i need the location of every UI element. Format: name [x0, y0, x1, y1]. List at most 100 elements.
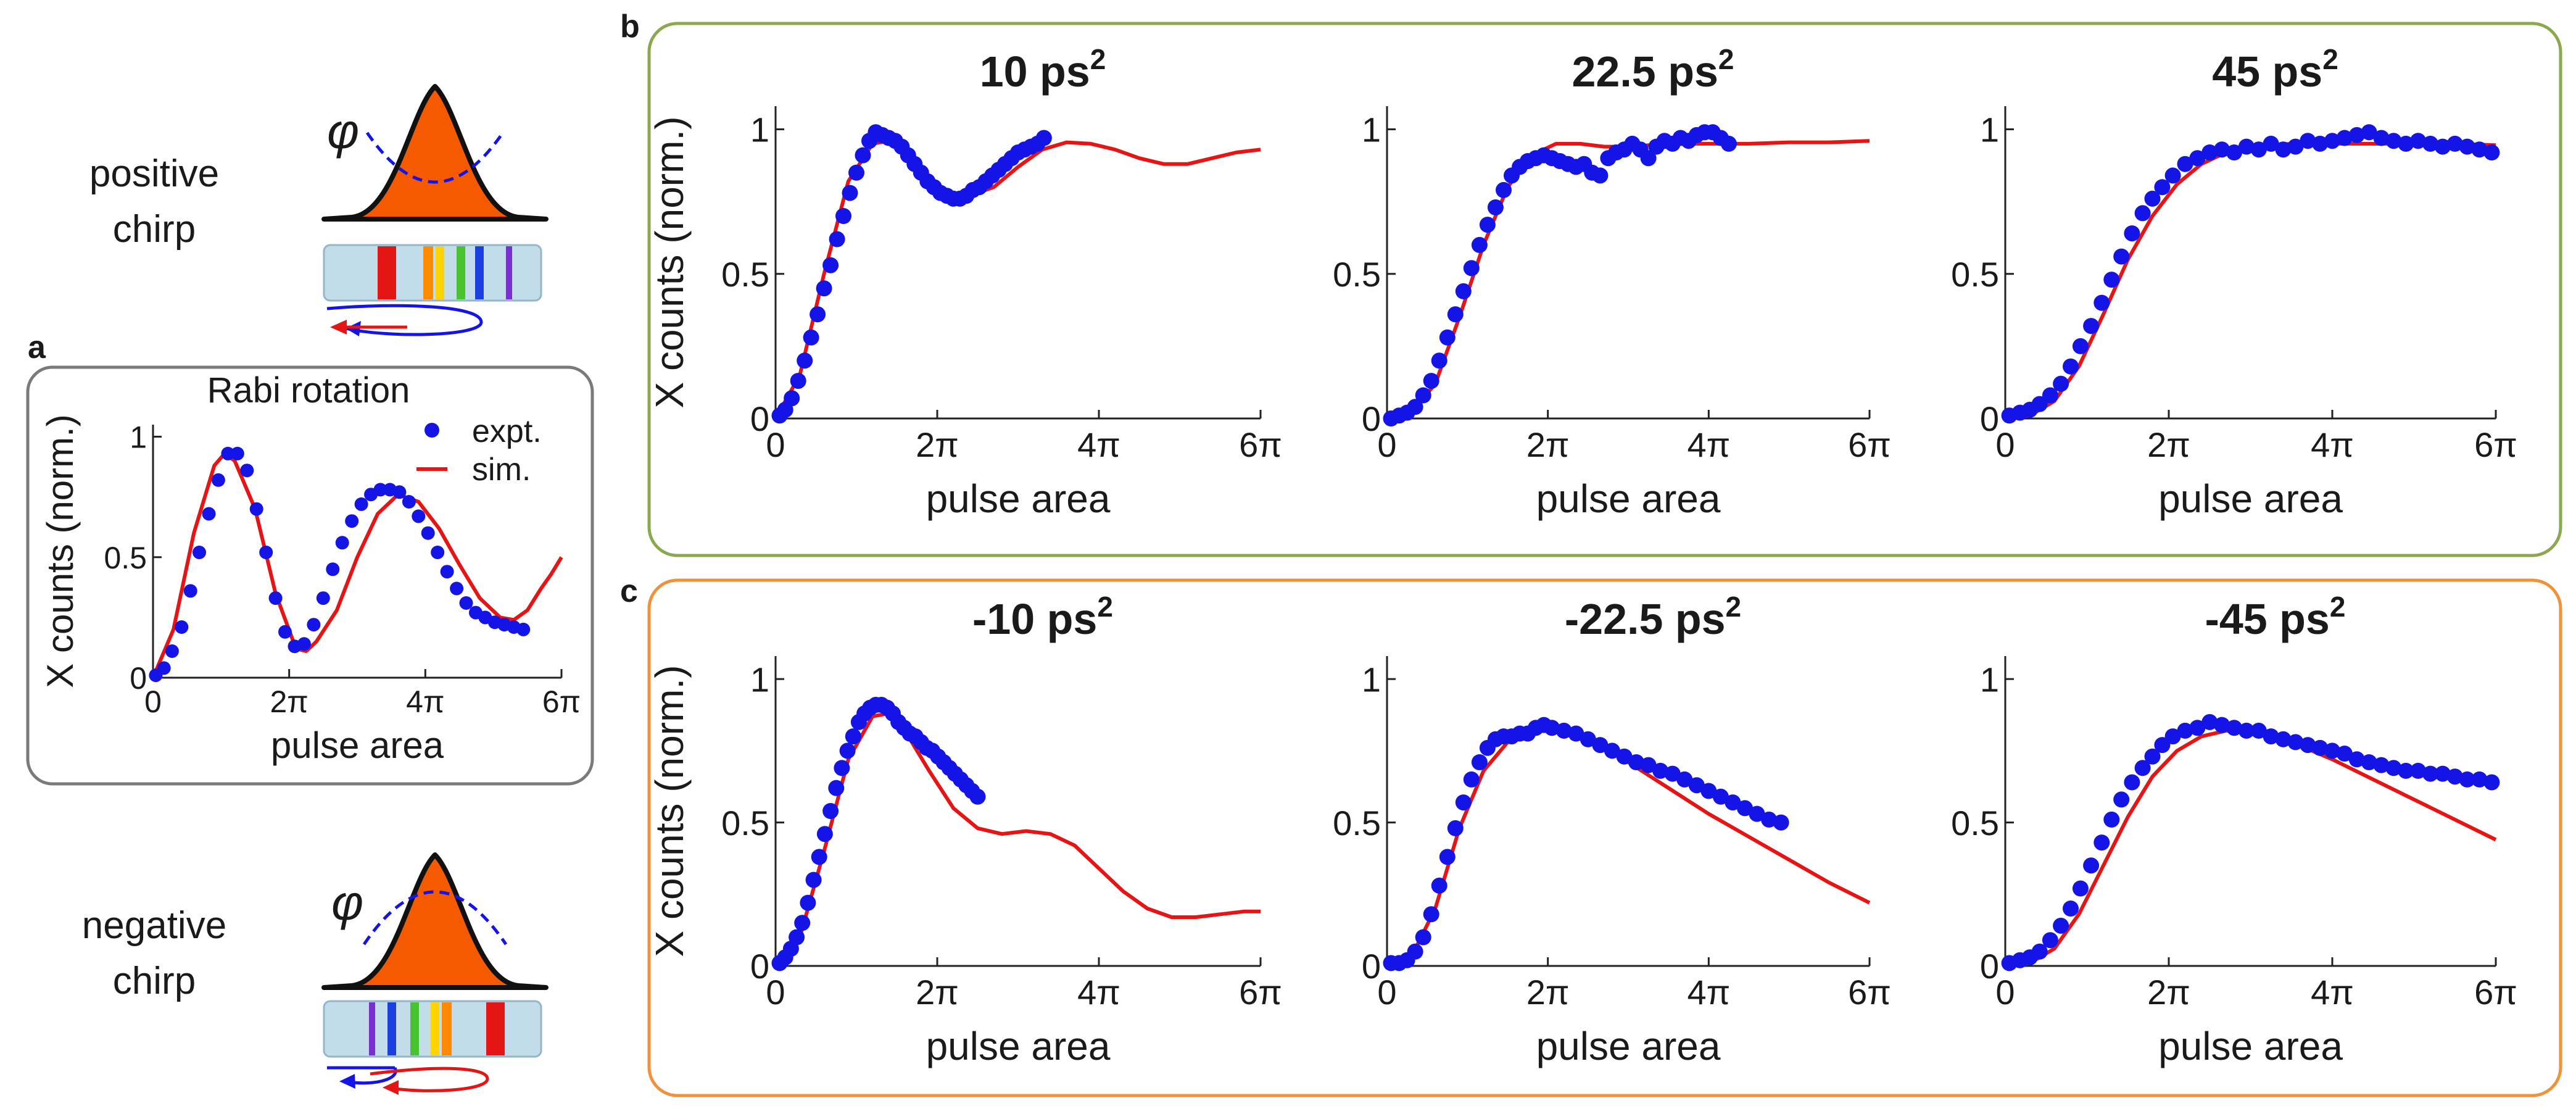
x-tick-label: 4π [406, 684, 444, 719]
sim-series-line [2005, 141, 2496, 420]
expt-data-point [221, 446, 235, 460]
expt-data-point [800, 894, 816, 911]
positive-phi-symbol: φ [327, 104, 359, 159]
x-tick-label: 0 [144, 684, 162, 719]
expt-data-point [230, 446, 244, 460]
expt-data-point [790, 373, 806, 389]
y-tick-label: 1 [750, 110, 769, 149]
expt-data-point [2324, 133, 2340, 149]
chart-title: 10 ps2 [980, 43, 1106, 96]
expt-data-point [421, 526, 435, 540]
positive-stripe-yellow [436, 246, 444, 299]
x-tick-label: 0 [1995, 425, 2015, 464]
frame-panel-c [647, 578, 2562, 1097]
expt-data-point [1471, 236, 1488, 253]
expt-data-point [157, 661, 171, 675]
expt-data-point [810, 306, 826, 323]
expt-data-point [240, 464, 254, 478]
expt-data-point [2154, 737, 2171, 754]
expt-data-point [2336, 746, 2353, 762]
chart-title: 45 ps2 [2212, 43, 2338, 96]
expt-data-point [2422, 135, 2438, 152]
expt-data-point [1725, 794, 1741, 811]
expt-data-point [1616, 748, 1633, 765]
x-tick-label: 4π [2311, 973, 2354, 1012]
x-tick-label: 4π [2311, 425, 2354, 464]
expt-data-point [1761, 811, 1778, 828]
expt-data-point [2094, 294, 2110, 311]
expt-data-point [829, 231, 845, 248]
negative-stripe-orange [442, 1002, 452, 1055]
y-axis-label: X counts (norm.) [647, 116, 692, 408]
expt-data-point [2348, 127, 2365, 143]
expt-data-point [834, 760, 850, 776]
positive-phase-curve [365, 131, 505, 184]
y-tick-label: 0.5 [1333, 804, 1381, 842]
x-axis-label: pulse area [2158, 476, 2343, 521]
expt-data-point [2226, 720, 2242, 736]
expt-data-point [259, 546, 273, 559]
y-tick-label: 0.5 [104, 541, 147, 575]
expt-data-point [2410, 762, 2427, 779]
expt-data-point [2063, 358, 2079, 375]
expt-data-point [1580, 731, 1596, 747]
expt-data-point [1720, 135, 1737, 152]
chart-c-minus10ps2: 0 2π 4π 6π 0 0.5 1 pulse area X counts (norm.) -1… [647, 591, 1282, 1068]
y-tick-label: 1 [750, 660, 769, 699]
expt-data-point [2250, 141, 2267, 158]
x-tick-label: 0 [1377, 425, 1396, 464]
expt-data-point [2031, 943, 2048, 960]
expt-data-point [822, 257, 839, 273]
chart-b-22-5ps2: 0 2π 4π 6π 0 0.5 1 pulse area 22.5 ps2 [1333, 43, 1891, 521]
expt-data-point [2398, 135, 2414, 152]
expt-data-point [1592, 167, 1609, 184]
negative-chirp-schematic: negative chirp φ [82, 852, 549, 1095]
expt-data-point [1664, 765, 1681, 782]
expt-data-point [2144, 748, 2161, 765]
expt-data-point [2113, 248, 2130, 265]
expt-data-point [2385, 760, 2402, 776]
expt-data-point [1439, 849, 1456, 865]
expt-data-point [1471, 754, 1488, 770]
expt-data-point [2385, 133, 2402, 149]
negative-stripe-violet [369, 1002, 375, 1055]
legend-sim-label: sim. [472, 452, 531, 488]
expt-data-point [2471, 771, 2488, 788]
expt-data-point [1431, 352, 1447, 369]
chart-title: Rabi rotation [207, 370, 410, 410]
x-tick-label: 6π [542, 684, 581, 719]
expt-data-point [2164, 167, 2181, 184]
expt-data-point [1479, 217, 1496, 233]
y-axis-label: X counts (norm.) [647, 665, 692, 957]
expt-data-point [839, 743, 856, 759]
expt-data-point [1463, 771, 1480, 788]
expt-data-point [1423, 906, 1439, 923]
y-tick-label: 0.5 [1951, 804, 1999, 842]
expt-data-point [326, 562, 340, 576]
expt-data-point [516, 622, 531, 636]
negative-stripe-yellow [431, 1002, 439, 1055]
chart-title-superscript: 2 [1718, 43, 1734, 75]
negative-phi-symbol: φ [331, 875, 363, 930]
expt-data-point [2238, 722, 2255, 739]
y-tick-label: 0.5 [721, 255, 769, 294]
expt-data-point [816, 826, 833, 842]
x-axis-label: pulse area [926, 476, 1111, 521]
chart-title-text: 45 ps [2212, 48, 2322, 96]
expt-data-point [794, 915, 811, 931]
y-tick-label: 0 [1362, 947, 1381, 986]
expt-data-point [1035, 130, 1052, 146]
y-tick-label: 0 [130, 661, 147, 696]
expt-data-point [2373, 130, 2390, 146]
expt-data-point [789, 929, 805, 946]
expt-data-point [2300, 133, 2316, 149]
x-axis-label: pulse area [1536, 1024, 1721, 1068]
expt-data-point [1676, 771, 1693, 788]
chart-title-text: -45 ps [2205, 595, 2330, 643]
positive-stripe-orange [423, 246, 433, 299]
expt-data-point [835, 208, 851, 224]
expt-data-point [784, 390, 800, 407]
positive-blue-arrow [326, 304, 483, 336]
expt-data-point [392, 485, 407, 499]
positive-stripe-blue [475, 246, 484, 299]
